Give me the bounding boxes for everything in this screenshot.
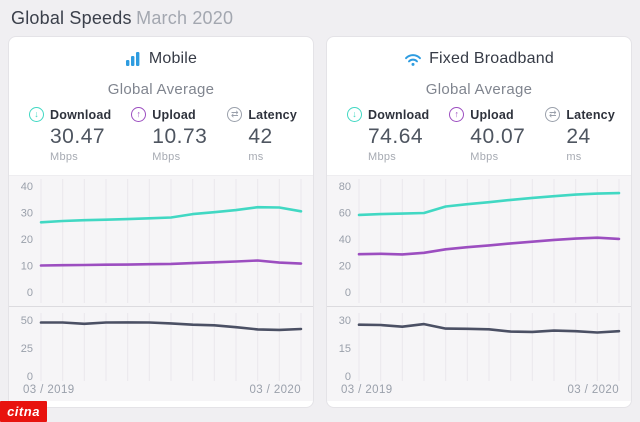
metric-value: 42 (248, 125, 273, 148)
svg-text:0: 0 (345, 371, 351, 383)
svg-text:40: 40 (339, 234, 351, 246)
mobile-download-metric: ↓ Download 30.47 Mbps (29, 107, 111, 163)
fixed-metrics: ↓ Download 74.64 Mbps ↑ Upload 40.07 Mbp… (327, 98, 631, 163)
metric-value: 10.73 (152, 125, 208, 148)
metric-unit: Mbps (152, 151, 181, 163)
metric-label: Download (50, 107, 112, 122)
fixed-panel-title: Fixed Broadband (429, 50, 554, 67)
svg-text:0: 0 (27, 371, 33, 383)
fixed-download-metric: ↓ Download 74.64 Mbps (347, 107, 429, 163)
metric-unit: Mbps (50, 151, 79, 163)
metric-unit: ms (248, 151, 264, 163)
svg-text:25: 25 (21, 343, 33, 355)
metric-value: 40.07 (470, 125, 526, 148)
metric-label: Upload (470, 107, 514, 122)
x-axis-start-label: 03 / 2019 (341, 384, 393, 396)
signal-bars-icon (125, 51, 142, 67)
fixed-chart-section: 80 60 40 20 0 30 15 0 03 / 2019 03 / 2020 (327, 175, 631, 401)
metric-unit: Mbps (470, 151, 499, 163)
metric-value: 24 (566, 125, 591, 148)
mobile-metrics: ↓ Download 30.47 Mbps ↑ Upload 10.73 Mbp… (9, 98, 313, 163)
download-arrow-icon: ↓ (29, 107, 44, 122)
page-header: Global Speeds March 2020 (0, 0, 640, 36)
download-arrow-icon: ↓ (347, 107, 362, 122)
metric-label: Latency (566, 107, 615, 122)
upload-arrow-icon: ↑ (449, 107, 465, 122)
fixed-speed-chart: 80 60 40 20 0 (339, 179, 621, 303)
fixed-upload-metric: ↑ Upload 40.07 Mbps (449, 107, 525, 163)
panels-container: Mobile Global Average ↓ Download 30.47 M… (0, 36, 640, 408)
mobile-upload-metric: ↑ Upload 10.73 Mbps (131, 107, 207, 163)
svg-text:60: 60 (339, 208, 351, 220)
mobile-panel: Mobile Global Average ↓ Download 30.47 M… (8, 36, 314, 408)
metric-value: 74.64 (368, 125, 424, 148)
mobile-chart-section: 40 30 20 10 0 50 25 0 03 / 2019 03 / 2020 (9, 175, 313, 401)
svg-text:15: 15 (339, 343, 351, 355)
svg-text:40: 40 (21, 181, 33, 193)
wifi-icon (404, 52, 422, 67)
mobile-latency-chart: 50 25 0 (21, 313, 303, 383)
metric-value: 30.47 (50, 125, 106, 148)
svg-text:0: 0 (27, 287, 33, 299)
svg-text:50: 50 (21, 315, 33, 327)
fixed-panel-header: Fixed Broadband Global Average ↓ Downloa… (327, 37, 631, 163)
metric-unit: Mbps (368, 151, 397, 163)
mobile-panel-header: Mobile Global Average ↓ Download 30.47 M… (9, 37, 313, 163)
mobile-section-title: Global Average (107, 81, 215, 98)
svg-text:30: 30 (21, 208, 33, 220)
svg-text:20: 20 (339, 261, 351, 273)
citna-logo-watermark: citna (0, 401, 47, 422)
svg-text:20: 20 (21, 234, 33, 246)
mobile-latency-metric: ⇄ Latency 42 ms (227, 107, 297, 163)
mobile-speed-chart: 40 30 20 10 0 (21, 179, 303, 303)
latency-icon: ⇄ (227, 107, 243, 122)
upload-arrow-icon: ↑ (131, 107, 147, 122)
metric-label: Download (368, 107, 430, 122)
x-axis-end-label: 03 / 2020 (567, 384, 619, 396)
mobile-panel-title: Mobile (148, 50, 198, 67)
page-title: Global Speeds (11, 8, 132, 28)
fixed-section-title: Global Average (425, 81, 533, 98)
page-subtitle: March 2020 (136, 8, 234, 28)
svg-text:0: 0 (345, 287, 351, 299)
fixed-broadband-panel: Fixed Broadband Global Average ↓ Downloa… (326, 36, 632, 408)
metric-label: Latency (248, 107, 297, 122)
svg-text:80: 80 (339, 181, 351, 193)
metric-label: Upload (152, 107, 196, 122)
fixed-latency-metric: ⇄ Latency 24 ms (545, 107, 615, 163)
svg-text:10: 10 (21, 261, 33, 273)
metric-unit: ms (566, 151, 582, 163)
fixed-latency-chart: 30 15 0 (339, 313, 621, 383)
latency-icon: ⇄ (545, 107, 561, 122)
svg-text:30: 30 (339, 315, 351, 327)
x-axis-end-label: 03 / 2020 (249, 384, 301, 396)
fixed-latency-block: 30 15 0 03 / 2019 03 / 2020 (327, 306, 631, 401)
mobile-latency-block: 50 25 0 03 / 2019 03 / 2020 (9, 306, 313, 401)
x-axis-start-label: 03 / 2019 (23, 384, 75, 396)
